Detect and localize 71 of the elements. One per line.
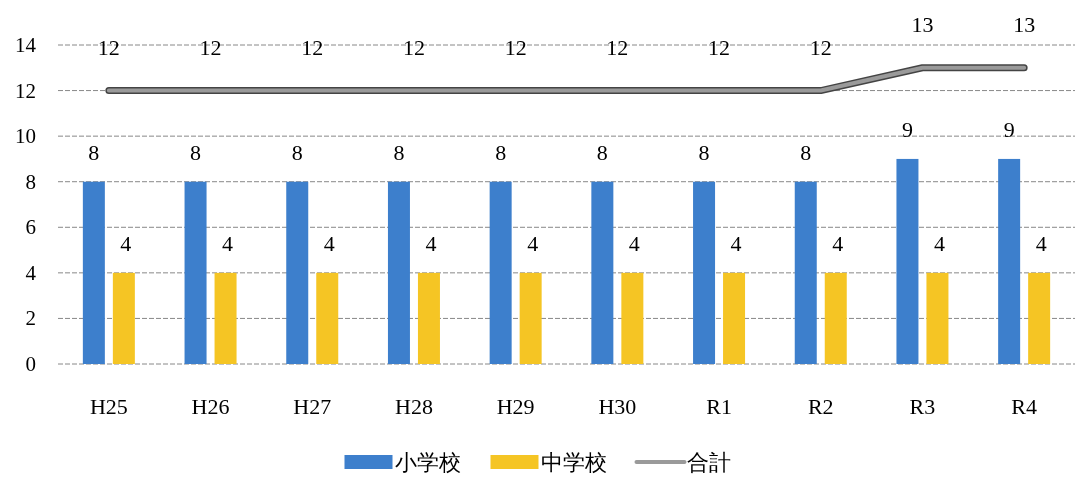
y-tick-label: 14 — [15, 33, 37, 57]
data-label: 13 — [911, 11, 934, 37]
bar — [417, 272, 440, 364]
bar — [926, 272, 949, 364]
bar — [998, 158, 1021, 364]
bar — [519, 272, 542, 364]
y-tick-label: 6 — [25, 215, 36, 240]
data-label: 8 — [698, 139, 710, 165]
data-label: 12 — [402, 34, 425, 60]
bar — [621, 272, 644, 364]
data-label: 12 — [809, 34, 832, 60]
data-label: 13 — [1013, 11, 1036, 37]
data-label: 4 — [120, 230, 132, 256]
bar — [82, 181, 105, 364]
bar — [591, 181, 614, 364]
bar — [824, 272, 847, 364]
x-tick-label: H29 — [496, 394, 535, 419]
bar — [387, 181, 410, 364]
x-tick-label: H26 — [191, 394, 230, 419]
x-tick-label: R2 — [807, 394, 834, 419]
data-label: 4 — [832, 230, 844, 256]
y-tick-label: 10 — [15, 124, 36, 149]
data-label: 8 — [190, 139, 202, 165]
y-tick-label: 12 — [15, 78, 36, 103]
x-tick-label: H27 — [293, 394, 332, 419]
data-label: 9 — [901, 116, 913, 142]
x-tick-label: R3 — [909, 394, 936, 419]
legend-label: 合計 — [686, 450, 731, 475]
bar — [489, 181, 512, 364]
y-tick-label: 4 — [25, 260, 37, 285]
data-label: 4 — [933, 230, 945, 256]
x-tick-label: H28 — [395, 394, 433, 419]
data-label: 12 — [97, 34, 120, 60]
bar — [286, 181, 309, 364]
data-label: 8 — [596, 139, 608, 165]
data-label: 4 — [425, 230, 437, 256]
bar — [693, 181, 716, 364]
data-label: 12 — [708, 34, 731, 60]
legend-label: 小学校 — [394, 450, 461, 475]
data-label: 4 — [730, 230, 742, 256]
data-label: 8 — [88, 139, 100, 165]
data-label: 4 — [323, 230, 335, 256]
data-label: 12 — [606, 34, 629, 60]
bar — [896, 158, 919, 364]
bar — [184, 181, 207, 364]
data-label: 9 — [1003, 116, 1015, 142]
x-tick-label: R1 — [706, 394, 732, 419]
data-label: 8 — [291, 139, 303, 165]
y-tick-label: 8 — [25, 169, 36, 194]
x-tick-label: R4 — [1011, 394, 1037, 419]
data-label: 8 — [800, 139, 812, 165]
bar — [214, 272, 237, 364]
legend-label: 中学校 — [540, 450, 607, 475]
x-tick-label: H25 — [89, 394, 128, 419]
bar — [794, 181, 817, 364]
y-tick-label: 2 — [25, 306, 36, 331]
data-label: 12 — [199, 34, 222, 60]
data-label: 4 — [1035, 230, 1047, 256]
y-tick-label: 0 — [25, 352, 36, 376]
bar — [316, 272, 339, 364]
data-label: 8 — [495, 139, 507, 165]
data-label: 4 — [628, 230, 640, 256]
data-label: 4 — [222, 230, 234, 256]
bar — [1028, 272, 1051, 364]
data-label: 8 — [393, 139, 405, 165]
data-label: 4 — [527, 230, 539, 256]
data-label: 12 — [301, 34, 324, 60]
x-tick-label: H30 — [598, 394, 637, 419]
data-label: 12 — [504, 34, 527, 60]
bar — [112, 272, 135, 364]
bar — [723, 272, 746, 364]
